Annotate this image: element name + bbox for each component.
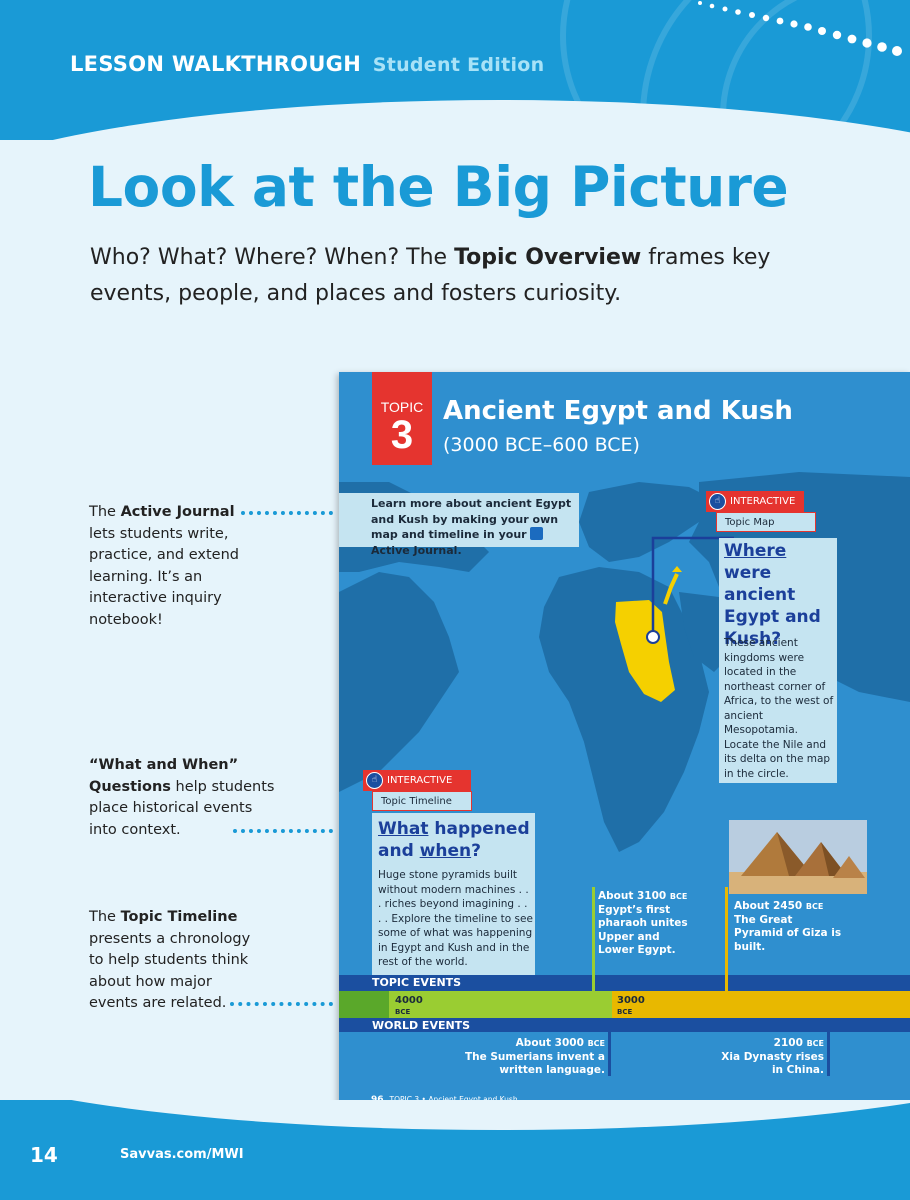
world-event-1-era: BCE: [587, 1039, 605, 1048]
callout-timeline-post: presents a chronology to help students t…: [89, 930, 251, 1012]
topic-events-label: TOPIC EVENTS: [372, 976, 462, 989]
world-event-2-label: 2100 BCE Xia Dynasty rises in China.: [709, 1037, 824, 1078]
event-2-date: About 2450: [734, 900, 803, 912]
what-q-end: ?: [471, 841, 481, 861]
year-3000: 3000 BCE: [617, 995, 645, 1018]
textbook-dates: (3000 BCE–600 BCE): [443, 434, 640, 456]
journal-text-1: Learn more about ancient Egypt and Kush …: [371, 497, 572, 541]
callout-topic-timeline: The Topic Timeline presents a chronology…: [89, 907, 264, 1015]
intro-paragraph: Who? What? Where? When? The Topic Overvi…: [90, 240, 810, 312]
footer-band: [0, 1100, 910, 1200]
what-q-underlined-2: when: [419, 841, 472, 861]
header-band: [0, 0, 910, 140]
lesson-header: LESSON WALKTHROUGH Student Edition: [70, 52, 545, 76]
callout-active-journal: The Active Journal lets students write, …: [89, 502, 249, 631]
callout-questions-post: help students place historical events in…: [89, 778, 275, 838]
map-tag-label: INTERACTIVE: [730, 496, 796, 507]
where-question-box: [719, 538, 837, 783]
footer-url-link[interactable]: Savvas.com/MWI: [120, 1147, 244, 1162]
journal-text-2[interactable]: Active Journal.: [371, 543, 462, 557]
textbook-footer-text: TOPIC 3 • Ancient Egypt and Kush: [390, 1095, 518, 1104]
callout-what-when: “What and When” Questions help students …: [89, 755, 279, 841]
topic-map-link[interactable]: Topic Map: [716, 512, 816, 532]
event-2-label: About 2450 BCE The Great Pyramid of Giza…: [734, 900, 844, 954]
callout-journal-leader: [241, 511, 333, 515]
callout-journal-bold: Active Journal: [120, 504, 235, 520]
journal-prompt: Learn more about ancient Egypt and Kush …: [371, 496, 581, 558]
year-1-era: BCE: [395, 1008, 411, 1016]
callout-questions-leader: [233, 829, 333, 833]
event-1-era: BCE: [669, 892, 688, 901]
topic-timeline-interactive-tag[interactable]: ☝ INTERACTIVE: [363, 770, 471, 791]
world-event-2-era: BCE: [806, 1039, 824, 1048]
what-question-title: What happened and when?: [378, 818, 533, 862]
event-2-text: The Great Pyramid of Giza is built.: [734, 913, 842, 953]
year-1-value: 4000: [395, 995, 423, 1006]
world-event-1-date: About 3000: [515, 1037, 584, 1049]
intro-text-1: Who? What? Where? When? The: [90, 245, 455, 270]
where-question-title: Where were ancient Egypt and Kush?: [724, 540, 834, 650]
topic-map-interactive-tag[interactable]: ☝ INTERACTIVE: [706, 491, 804, 512]
callout-journal-pre: The: [89, 504, 121, 520]
topic-word: TOPIC: [380, 399, 424, 415]
topic-badge: TOPIC 3: [372, 372, 432, 465]
textbook-page: TOPIC 3 Ancient Egypt and Kush (3000 BCE…: [339, 372, 910, 1128]
dot-trail-decoration: [698, 1, 902, 56]
callout-timeline-pre: The: [89, 909, 121, 925]
callout-questions-bold: “What and When” Questions: [89, 757, 239, 795]
world-event-1-label: About 3000 BCE The Sumerians invent a wr…: [459, 1037, 605, 1078]
year-2-value: 3000: [617, 995, 645, 1006]
where-q-rest: were ancient Egypt and Kush?: [724, 563, 821, 649]
topic-timeline-link[interactable]: Topic Timeline: [372, 791, 472, 811]
what-question-body: Huge stone pyramids built without modern…: [378, 869, 533, 968]
journal-book-icon: [530, 527, 544, 540]
year-4000: 4000 BCE: [395, 995, 423, 1018]
world-event-1-text: The Sumerians invent a written language.: [464, 1050, 605, 1077]
event-1-label: About 3100 BCE Egypt’s first pharaoh uni…: [598, 890, 688, 958]
callout-timeline-leader: [230, 1002, 333, 1006]
where-question-body: These ancient kingdoms were located in t…: [724, 637, 834, 780]
world-events-label: WORLD EVENTS: [372, 1019, 471, 1032]
event-1-text: Egypt’s first pharaoh unites Upper and L…: [598, 903, 688, 957]
callout-timeline-bold: Topic Timeline: [120, 909, 238, 925]
year-2-era: BCE: [617, 1008, 633, 1016]
where-q-underlined: Where: [724, 541, 787, 561]
header-title: LESSON WALKTHROUGH: [70, 52, 362, 76]
intro-text-2: frames key events, people, and places an…: [90, 245, 771, 306]
page-headline: Look at the Big Picture: [88, 155, 789, 219]
intro-bold: Topic Overview: [454, 245, 642, 270]
pointer-hand-icon: ☝: [709, 493, 726, 510]
event-1-date: About 3100: [598, 890, 667, 902]
header-subtitle: Student Edition: [372, 54, 545, 76]
what-question-box: [372, 813, 535, 975]
what-q-mid: happened and: [378, 819, 530, 861]
world-event-2-text: Xia Dynasty rises in China.: [721, 1050, 824, 1077]
page-number: 14: [30, 1143, 58, 1167]
pyramids-photo: [729, 820, 867, 894]
timeline-tag-label: INTERACTIVE: [387, 775, 453, 786]
topic-number: 3: [390, 413, 414, 457]
what-q-underlined-1: What: [378, 819, 429, 839]
world-event-2-date: 2100: [773, 1037, 803, 1049]
callout-journal-post: lets students write, practice, and exten…: [89, 525, 239, 628]
event-2-era: BCE: [805, 902, 824, 911]
textbook-title: Ancient Egypt and Kush: [443, 396, 793, 426]
pointer-hand-icon: ☝: [366, 772, 383, 789]
